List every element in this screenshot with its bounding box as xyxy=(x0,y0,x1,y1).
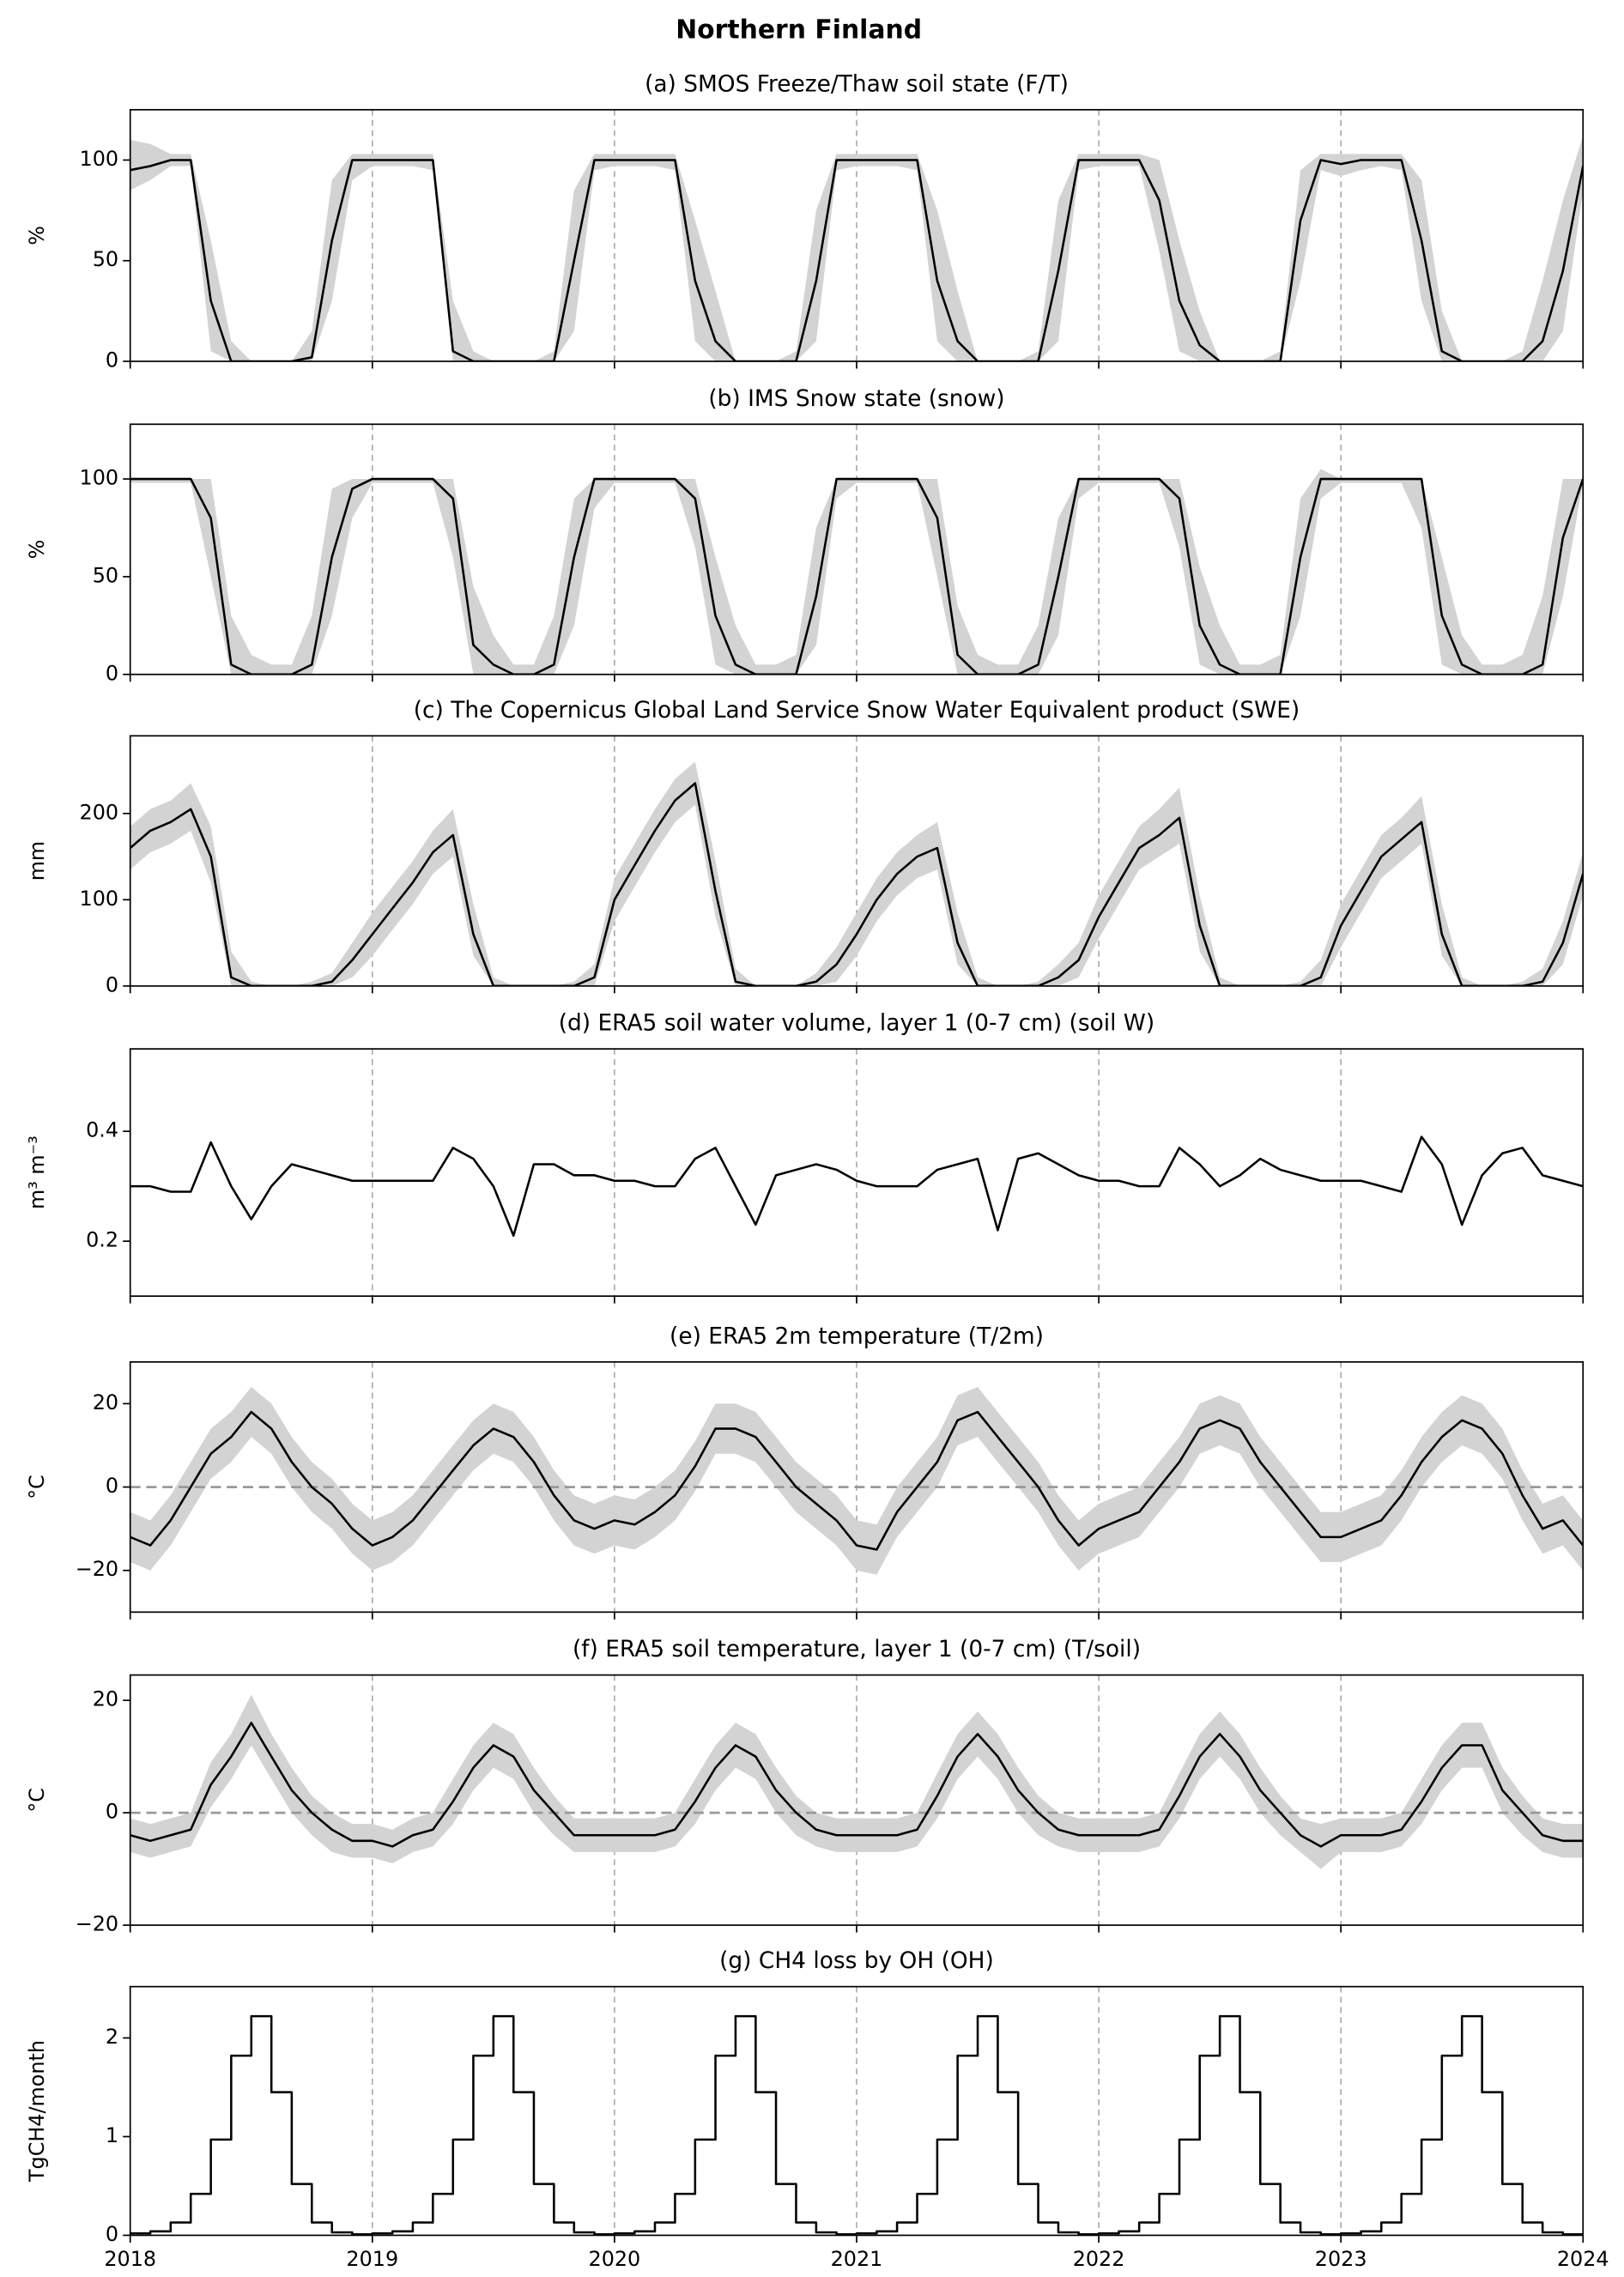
range-band xyxy=(130,1387,1584,1575)
panel: (f) ERA5 soil temperature, layer 1 (0-7 … xyxy=(25,1636,1585,1936)
plot-area xyxy=(130,109,1584,362)
y-tick-label: 20 xyxy=(93,1390,118,1414)
y-axis-label: °C xyxy=(25,1475,49,1499)
y-tick-label: 200 xyxy=(80,800,119,824)
x-tick-label: 2023 xyxy=(1315,2247,1367,2271)
y-tick-label: −20 xyxy=(76,1912,118,1936)
x-tick-label: 2021 xyxy=(831,2247,883,2271)
plot-frame xyxy=(129,1674,1585,1926)
y-axis-label: mm xyxy=(25,841,49,881)
plot-area xyxy=(130,424,1584,675)
panel-title: (g) CH4 loss by OH (OH) xyxy=(719,1947,994,1974)
series-line xyxy=(130,159,1584,362)
plot-frame xyxy=(129,108,1585,362)
panel-title: (b) IMS Snow state (snow) xyxy=(708,385,1004,412)
x-tick-label: 2022 xyxy=(1073,2247,1125,2271)
y-tick-label: 0 xyxy=(106,348,118,372)
plot-area xyxy=(130,736,1584,986)
y-axis-label: % xyxy=(25,226,49,245)
panel-title: (a) SMOS Freeze/Thaw soil state (F/T) xyxy=(645,70,1069,97)
series-line xyxy=(130,1135,1584,1238)
plot-frame xyxy=(129,1361,1585,1614)
y-axis-label: m³ m⁻³ xyxy=(25,1135,49,1209)
panel-title: (c) The Copernicus Global Land Service S… xyxy=(414,697,1300,724)
y-tick-label: 1 xyxy=(106,2123,118,2147)
y-tick-label: 2 xyxy=(106,2025,118,2049)
panel: (a) SMOS Freeze/Thaw soil state (F/T)% 0 5… xyxy=(25,70,1585,372)
y-axis-label: TgCH4/month xyxy=(25,2040,49,2183)
x-tick-label: 2020 xyxy=(589,2247,641,2271)
panel-title: (f) ERA5 soil temperature, layer 1 (0-7 … xyxy=(573,1636,1141,1662)
plot-area xyxy=(130,1674,1584,1926)
series-line xyxy=(130,2014,1584,2236)
y-axis-label: °C xyxy=(25,1788,49,1813)
x-tick-label: 2019 xyxy=(346,2247,398,2271)
panel-title: (e) ERA5 2m temperature (T/2m) xyxy=(670,1323,1044,1349)
panel: (e) ERA5 2m temperature (T/2m) °C −20 0 20 xyxy=(25,1323,1585,1620)
plot-frame xyxy=(129,735,1585,987)
range-band xyxy=(130,1694,1584,1869)
y-axis-label: % xyxy=(25,540,49,560)
range-band xyxy=(130,136,1584,362)
series-line xyxy=(130,1410,1584,1551)
y-tick-label: −20 xyxy=(76,1557,118,1581)
figure-title: Northern Finland xyxy=(676,15,922,45)
y-tick-label: 100 xyxy=(80,147,119,171)
y-tick-label: 100 xyxy=(80,466,119,490)
range-band xyxy=(130,469,1584,675)
panel: (c) The Copernicus Global Land Service S… xyxy=(25,697,1585,996)
y-tick-label: 50 xyxy=(93,563,118,587)
y-tick-label: 20 xyxy=(93,1687,118,1711)
panel: (b) IMS Snow state (snow)% 0 50 100 xyxy=(25,385,1585,685)
y-tick-label: 0 xyxy=(106,661,118,685)
y-tick-label: 0 xyxy=(106,2222,118,2246)
y-tick-label: 0.2 xyxy=(86,1228,118,1252)
panel-title: (d) ERA5 soil water volume, layer 1 (0-7… xyxy=(559,1010,1155,1037)
series-line xyxy=(130,1722,1584,1848)
panel: (d) ERA5 soil water volume, layer 1 (0-7… xyxy=(25,1010,1585,1304)
series-line xyxy=(130,782,1584,986)
y-tick-label: 50 xyxy=(93,247,118,271)
y-tick-label: 0 xyxy=(106,1800,118,1824)
plot-area xyxy=(130,1986,1584,2236)
plot-frame xyxy=(129,1985,1585,2237)
y-tick-label: 0 xyxy=(106,1474,118,1498)
y-tick-label: 0 xyxy=(106,972,118,996)
plot-area xyxy=(130,1049,1584,1297)
x-tick-label: 2018 xyxy=(104,2247,156,2271)
plot-area xyxy=(130,1361,1584,1613)
x-tick-label: 2024 xyxy=(1557,2247,1609,2271)
plot-frame xyxy=(129,423,1585,675)
series-line xyxy=(130,477,1584,675)
y-tick-label: 0.4 xyxy=(86,1118,118,1142)
range-band xyxy=(130,761,1584,986)
y-tick-label: 100 xyxy=(80,887,119,911)
plot-frame xyxy=(129,1048,1585,1298)
